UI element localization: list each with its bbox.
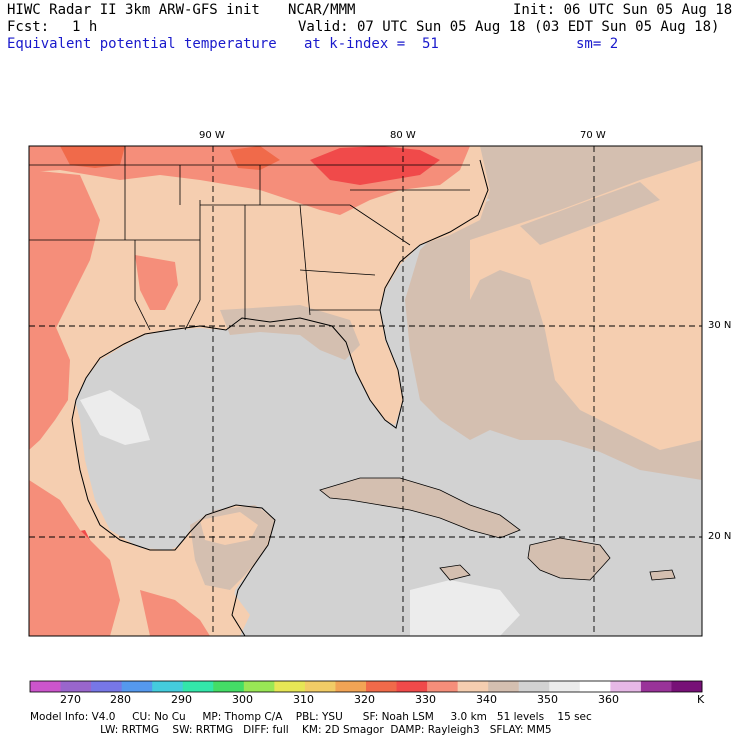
cbar-label-320: 320 [354, 693, 375, 706]
colorbar-segment [610, 681, 642, 692]
colorbar-segment [396, 681, 428, 692]
state-borders [29, 146, 470, 331]
atlantic-tan-streak [520, 182, 660, 245]
valid-time: Valid: 07 UTC Sun 05 Aug 18 (03 EDT Sun … [298, 19, 720, 35]
us-coastline [71, 159, 489, 636]
map-frame [28, 145, 703, 637]
cbar-label-290: 290 [171, 693, 192, 706]
red-north-center [230, 146, 280, 170]
fcst-label: Fcst: [7, 19, 50, 35]
red-appalachian [310, 146, 440, 185]
colorbar-segment [671, 681, 703, 692]
cbar-label-k: K [697, 693, 705, 706]
colorbar-segment [274, 681, 306, 692]
gulf-light-spot-1 [80, 390, 150, 445]
colorbar-segment [30, 681, 62, 692]
cbar-label-270: 270 [60, 693, 81, 706]
lon-label-90w: 90 W [199, 130, 225, 141]
cbar-label-330: 330 [415, 693, 436, 706]
lon-label-70w: 70 W [580, 130, 606, 141]
init-time: Init: 06 UTC Sun 05 Aug 18 [513, 2, 733, 18]
footer-line-2: LW: RRTMG SW: RRTMG DIFF: full KM: 2D Sm… [30, 724, 552, 736]
lat-label-30n: 30 N [708, 320, 732, 331]
colorbar-segment [152, 681, 184, 692]
colorbar-segment [335, 681, 367, 692]
colorbar-segment [91, 681, 123, 692]
colorbar-segment [243, 681, 275, 692]
hispaniola-land [527, 537, 611, 581]
us-land [29, 146, 490, 430]
colorbar-segment [457, 681, 489, 692]
model-title: HIWC Radar II 3km ARW-GFS init [7, 2, 260, 18]
fcst-value: 1 h [72, 19, 98, 35]
colorbar-frame [29, 680, 703, 693]
red-texas-coast [29, 320, 70, 450]
smoothing-info: sm= 2 [576, 36, 619, 52]
colorbar-segment [182, 681, 214, 692]
grid-lines [29, 146, 702, 636]
cbar-label-310: 310 [293, 693, 314, 706]
colorbar [29, 680, 703, 693]
colorbar-segment [549, 681, 581, 692]
cuba-land [319, 477, 521, 539]
colorbar-segment [121, 681, 153, 692]
gulf-light-spot-2 [410, 580, 520, 636]
red-mexico-outer [29, 480, 120, 636]
cbar-label-280: 280 [110, 693, 131, 706]
org-label: NCAR/MMM [288, 2, 356, 18]
lon-label-80w: 80 W [390, 130, 416, 141]
colorbar-segment [488, 681, 520, 692]
puerto-rico-land [649, 569, 676, 581]
colorbar-segment [640, 681, 672, 692]
lat-label-20n: 20 N [708, 531, 732, 542]
colorbar-segment [518, 681, 550, 692]
colorbar-segment [366, 681, 398, 692]
cbar-label-350: 350 [537, 693, 558, 706]
colorbar-segment [304, 681, 336, 692]
level-info: at k-index = 51 [304, 36, 439, 52]
footer-line-1: Model Info: V4.0 CU: No Cu MP: Thomp C/A… [30, 711, 592, 723]
colorbar-segment [60, 681, 92, 692]
red-texas-panhandle [135, 255, 178, 310]
colorbar-segment [213, 681, 245, 692]
red-plains [29, 170, 100, 360]
field-name: Equivalent potential temperature [7, 36, 277, 52]
colorbar-segment [579, 681, 611, 692]
gulf-coast-warm [220, 305, 360, 360]
colorbar-segment [427, 681, 459, 692]
red-central-america [140, 590, 210, 636]
cbar-label-300: 300 [232, 693, 253, 706]
cbar-label-360: 360 [598, 693, 619, 706]
red-north-west [60, 146, 125, 168]
jamaica-land [439, 564, 471, 581]
cbar-label-340: 340 [476, 693, 497, 706]
